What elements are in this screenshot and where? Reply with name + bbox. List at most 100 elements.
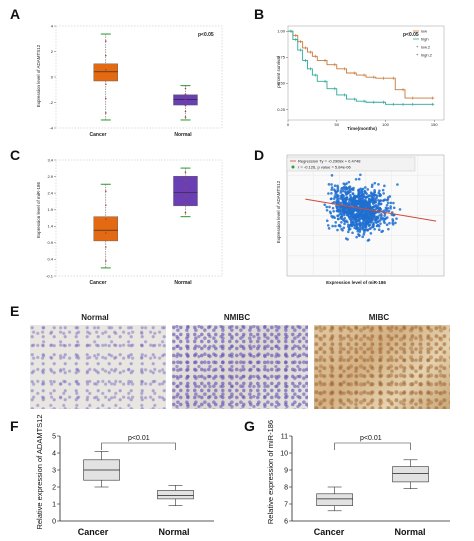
panel-d-point (364, 200, 367, 203)
panel-d-point (336, 200, 339, 204)
panel-d-point (355, 223, 359, 227)
panel-d-point (373, 190, 376, 194)
panel-d-point (365, 213, 369, 216)
panel-d-point (347, 201, 351, 205)
panel-d-point (351, 197, 354, 201)
panel-d-point (374, 220, 378, 223)
panel-d-point (362, 208, 365, 212)
panel-d-point (350, 187, 354, 191)
panel-d-point (349, 223, 353, 227)
panel-d-point (364, 216, 367, 219)
panel-d-point (369, 212, 372, 216)
panel-d-point (374, 218, 378, 221)
panel-d-point (358, 202, 362, 205)
panel-d-point (333, 188, 336, 192)
panel-d-point (368, 209, 372, 213)
panel-d-point (351, 188, 355, 192)
panel-d-point (377, 199, 380, 202)
panel-d-point (349, 195, 352, 199)
panel-d-point (380, 214, 383, 218)
panel-d-point (337, 205, 340, 208)
panel-f-ytick-label: 2 (52, 484, 56, 491)
panel-d-point (355, 205, 359, 209)
panel-d-point (364, 196, 368, 199)
panel-d-point (354, 202, 358, 206)
panel-d-point (353, 196, 357, 200)
panel-d-point (358, 228, 361, 232)
panel-d-point (367, 212, 371, 215)
panel-d-point (323, 203, 327, 207)
panel-d-point (357, 188, 361, 192)
panel-d-point (369, 207, 372, 211)
panel-d-point (342, 209, 345, 212)
panel-d-point (334, 224, 337, 228)
panel-d-point (349, 193, 352, 197)
panel-d-point (376, 216, 380, 220)
panel-d-point (360, 206, 363, 209)
panel-d-point (353, 213, 357, 217)
panel-d-point (335, 199, 339, 202)
hist-label-mibc: MIBC (368, 313, 390, 322)
panel-d-point (353, 194, 357, 198)
panel-g-ytick-label: 7 (284, 501, 288, 508)
panel-d-point (336, 189, 340, 193)
panel-d-point (335, 190, 338, 194)
panel-d-point (353, 208, 356, 212)
panel-d-point (362, 201, 366, 204)
panel-d-point (370, 206, 374, 210)
panel-d-point (386, 198, 390, 201)
panel-d-point (395, 217, 398, 220)
panel-d-point (347, 225, 350, 228)
panel-c-frame (55, 159, 223, 277)
panel-d-point (337, 224, 341, 227)
panel-d-point (369, 191, 373, 194)
panel-d-point (348, 224, 352, 227)
panel-d-point (364, 219, 368, 222)
panel-g-box-0 (316, 493, 353, 506)
panel-d-point (363, 203, 367, 207)
panel-d-point (377, 228, 381, 232)
panel-d-point (360, 212, 364, 216)
panel-d-point (373, 190, 376, 194)
panel-d-point (350, 211, 353, 214)
panel-d-point (343, 183, 347, 186)
panel-d-point (367, 217, 371, 221)
panel-d-point (357, 213, 360, 217)
panel-d-point (367, 203, 370, 207)
panel-d-point (364, 226, 368, 229)
panel-d-point (345, 187, 349, 191)
panel-d-point (336, 196, 339, 200)
panel-letter-b: B (254, 6, 265, 22)
panel-d-point (366, 195, 369, 199)
panel-d-point (361, 198, 365, 201)
panel-d-point (365, 216, 369, 220)
panel-d-point (383, 214, 386, 217)
panel-b-legend-item: low.2 (421, 45, 431, 50)
panel-d-point (357, 199, 361, 202)
panel-d-point (378, 189, 381, 193)
panel-d-point (361, 202, 364, 205)
panel-d-point (357, 194, 360, 197)
panel-d-point (366, 202, 370, 205)
panel-d-point (341, 228, 344, 232)
panel-d-point (340, 206, 343, 210)
panel-d-point (342, 206, 346, 210)
panel-d-point (375, 217, 378, 221)
panel-c-cat-normal: Normal (174, 280, 192, 286)
panel-a-dot (105, 69, 107, 71)
panel-d-point (349, 212, 353, 216)
panel-g-bracket (334, 442, 411, 450)
panel-a-ytick-label: -4 (49, 125, 53, 130)
panel-d-point (360, 204, 363, 208)
panel-d-point (363, 195, 366, 199)
panel-d-point (333, 195, 337, 198)
panel-d-point (364, 203, 368, 206)
panel-d-point (366, 205, 369, 209)
panel-d-point (356, 214, 359, 217)
panel-d-point (357, 216, 361, 220)
panel-d-point (355, 221, 358, 225)
panel-d-point (375, 206, 379, 210)
panel-d-point (376, 223, 380, 227)
panel-b-ytick-label: 0.25 (277, 107, 286, 112)
panel-d-point (378, 192, 382, 196)
